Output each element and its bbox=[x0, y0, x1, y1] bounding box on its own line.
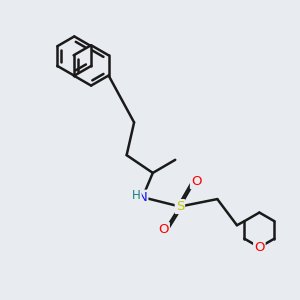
Text: H: H bbox=[132, 189, 141, 202]
Text: O: O bbox=[254, 241, 265, 254]
Text: O: O bbox=[158, 223, 169, 236]
Text: N: N bbox=[138, 191, 147, 204]
Text: S: S bbox=[176, 200, 184, 213]
Text: O: O bbox=[191, 175, 201, 188]
